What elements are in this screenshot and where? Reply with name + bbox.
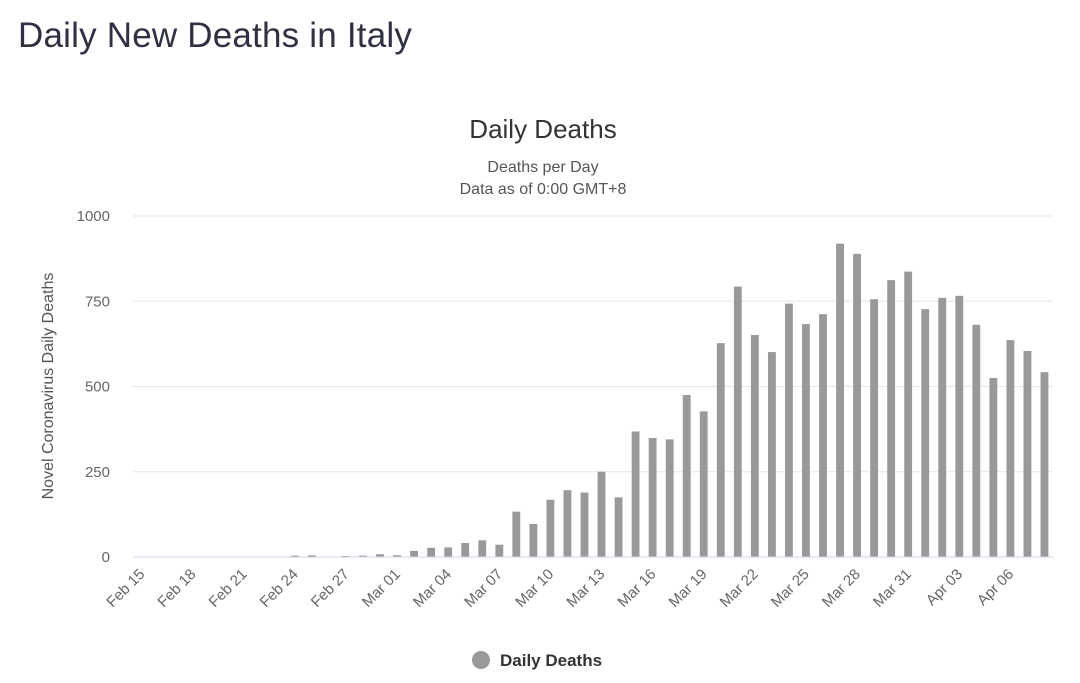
bar[interactable] (307, 555, 316, 557)
bar[interactable] (410, 550, 419, 557)
chart-title: Daily Deaths (469, 114, 616, 144)
x-tick-label: Feb 15 (103, 566, 148, 611)
bar[interactable] (870, 299, 879, 557)
bar[interactable] (376, 554, 384, 557)
x-tick-label: Mar 19 (666, 566, 711, 611)
bar[interactable] (359, 555, 367, 557)
x-tick-label: Mar 13 (563, 566, 608, 611)
bar[interactable] (614, 497, 623, 557)
bar[interactable] (750, 335, 759, 557)
bar[interactable] (290, 555, 299, 557)
bar[interactable] (631, 431, 640, 557)
bar[interactable] (512, 511, 521, 557)
y-tick-label: 500 (85, 379, 110, 396)
x-tick-label: Feb 21 (206, 566, 251, 611)
chart-subtitle-line-2: Data as of 0:00 GMT+8 (460, 181, 627, 198)
x-tick-label: Feb 18 (154, 566, 199, 611)
y-tick-label: 1000 (77, 208, 110, 225)
legend[interactable]: Daily Deaths (472, 651, 602, 670)
bar[interactable] (955, 295, 964, 557)
bar[interactable] (921, 309, 930, 557)
x-tick-label: Mar 25 (768, 566, 813, 611)
bar[interactable] (478, 540, 487, 557)
bar[interactable] (393, 555, 401, 557)
bar[interactable] (427, 547, 436, 557)
y-tick-label: 250 (85, 464, 110, 481)
x-tick-label: Mar 04 (410, 566, 455, 611)
bar[interactable] (529, 523, 538, 557)
bar[interactable] (972, 324, 981, 557)
bar[interactable] (342, 555, 350, 557)
bar[interactable] (1040, 372, 1049, 557)
x-tick-label: Mar 31 (870, 566, 915, 611)
bar[interactable] (904, 271, 913, 557)
x-tick-label: Mar 22 (717, 566, 762, 611)
chart-subtitle-line-1: Deaths per Day (487, 159, 598, 176)
bar[interactable] (853, 253, 861, 557)
y-axis-label: Novel Coronavirus Daily Deaths (40, 273, 57, 500)
bar[interactable] (495, 544, 504, 557)
bar[interactable] (648, 437, 657, 557)
gridlines (133, 215, 1053, 473)
bar[interactable] (665, 439, 674, 557)
page-title: Daily New Deaths in Italy (18, 16, 413, 55)
y-tick-label: 750 (85, 293, 110, 310)
bar[interactable] (580, 492, 589, 557)
bar[interactable] (546, 499, 555, 557)
bar[interactable] (597, 471, 606, 557)
bar[interactable] (887, 280, 896, 557)
bar[interactable] (802, 324, 810, 557)
x-tick-label: Mar 10 (512, 566, 557, 611)
bar[interactable] (716, 343, 725, 557)
bar[interactable] (444, 547, 453, 557)
legend-label: Daily Deaths (500, 651, 602, 670)
bar[interactable] (785, 303, 793, 557)
bar[interactable] (733, 286, 742, 557)
bar[interactable] (1023, 351, 1032, 557)
bar[interactable] (819, 314, 827, 557)
y-axis-tick-labels: 0 250 500 750 1000 (77, 208, 110, 566)
x-tick-label: Feb 27 (308, 566, 353, 611)
x-tick-label: Mar 16 (614, 566, 659, 611)
bar[interactable] (1006, 340, 1015, 557)
bar[interactable] (938, 297, 947, 557)
x-tick-label: Mar 07 (461, 566, 506, 611)
x-axis-tick-labels: Feb 15 Feb 18 Feb 21 Feb 24 Feb 27 Mar 01 Mar … (103, 566, 1017, 611)
x-tick-label: Feb 24 (257, 566, 302, 611)
bar[interactable] (767, 352, 776, 557)
y-tick-label: 0 (102, 549, 110, 566)
x-tick-label: Mar 28 (819, 566, 864, 611)
bar-series (239, 243, 1049, 557)
bar[interactable] (699, 411, 708, 557)
bar[interactable] (563, 490, 572, 557)
x-tick-label: Mar 01 (359, 566, 404, 611)
legend-marker (472, 651, 490, 669)
bar[interactable] (682, 395, 691, 557)
bar[interactable] (836, 243, 844, 557)
bar[interactable] (989, 377, 998, 557)
bar[interactable] (461, 543, 470, 557)
x-tick-label: Apr 06 (974, 566, 1017, 609)
x-tick-label: Apr 03 (923, 566, 966, 609)
